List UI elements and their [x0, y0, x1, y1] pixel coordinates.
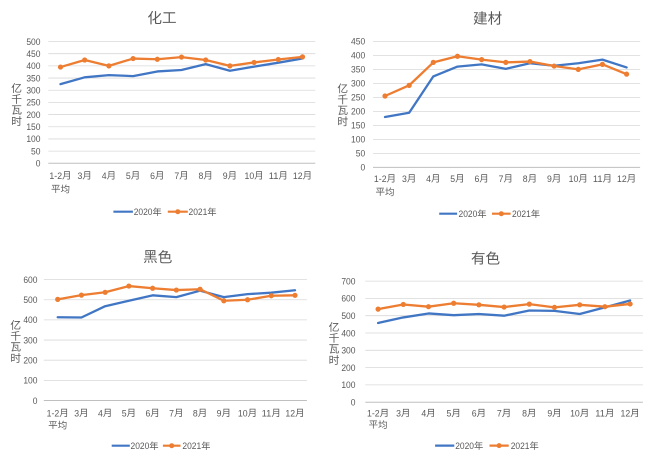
svg-text:400: 400 [351, 51, 365, 61]
svg-text:12: 12 [293, 171, 303, 182]
svg-text:5: 5 [450, 174, 455, 185]
svg-text:3: 3 [402, 174, 407, 185]
svg-text:8: 8 [199, 171, 204, 182]
svg-text:9: 9 [547, 408, 552, 419]
svg-text:600: 600 [341, 294, 355, 304]
svg-text:100: 100 [23, 376, 37, 386]
svg-text:350: 350 [351, 65, 365, 75]
svg-text:250: 250 [26, 98, 40, 108]
svg-text:2021: 2021 [189, 207, 208, 217]
svg-text:5: 5 [122, 408, 127, 419]
svg-text:300: 300 [26, 86, 40, 96]
svg-text:300: 300 [351, 79, 365, 89]
svg-text:600: 600 [23, 275, 37, 285]
svg-text:500: 500 [341, 311, 355, 321]
svg-text:7: 7 [499, 174, 504, 185]
svg-text:5: 5 [447, 408, 452, 419]
svg-text:300: 300 [23, 335, 37, 345]
svg-text:100: 100 [341, 380, 355, 390]
svg-text:9: 9 [217, 408, 222, 419]
svg-text:12: 12 [617, 174, 627, 185]
svg-text:300: 300 [341, 346, 355, 356]
svg-text:10: 10 [238, 408, 248, 419]
svg-text:10: 10 [569, 174, 579, 185]
svg-text:4: 4 [98, 408, 103, 419]
svg-text:200: 200 [341, 363, 355, 373]
svg-text:8: 8 [193, 408, 198, 419]
svg-text:1-2: 1-2 [47, 408, 60, 419]
svg-text:150: 150 [26, 122, 40, 132]
svg-text:9: 9 [547, 174, 552, 185]
svg-text:0: 0 [351, 397, 356, 407]
svg-text:0: 0 [360, 163, 365, 173]
svg-text:7: 7 [169, 408, 174, 419]
svg-text:250: 250 [351, 93, 365, 103]
svg-text:350: 350 [26, 73, 40, 83]
svg-text:150: 150 [351, 121, 365, 131]
svg-text:400: 400 [23, 315, 37, 325]
svg-text:50: 50 [356, 149, 365, 159]
svg-text:1-2: 1-2 [374, 174, 387, 185]
svg-text:2021: 2021 [512, 209, 531, 219]
svg-text:2020: 2020 [134, 207, 153, 217]
svg-text:2020: 2020 [455, 441, 474, 451]
svg-text:100: 100 [351, 135, 365, 145]
svg-text:450: 450 [26, 49, 40, 59]
svg-text:10: 10 [244, 171, 254, 182]
svg-text:11: 11 [269, 171, 279, 182]
svg-text:4: 4 [421, 408, 426, 419]
svg-text:50: 50 [31, 146, 40, 156]
svg-text:700: 700 [341, 276, 355, 286]
svg-text:400: 400 [341, 328, 355, 338]
svg-text:12: 12 [620, 408, 630, 419]
svg-text:500: 500 [26, 37, 40, 47]
svg-text:4: 4 [426, 174, 431, 185]
svg-text:2020: 2020 [131, 441, 150, 451]
svg-text:200: 200 [26, 110, 40, 120]
svg-text:0: 0 [33, 396, 38, 406]
svg-text:100: 100 [26, 134, 40, 144]
svg-text:9: 9 [223, 171, 228, 182]
svg-text:10: 10 [570, 408, 580, 419]
svg-text:3: 3 [396, 408, 401, 419]
svg-text:11: 11 [595, 408, 605, 419]
svg-text:6: 6 [472, 408, 477, 419]
svg-text:5: 5 [126, 171, 131, 182]
svg-text:1-2: 1-2 [49, 171, 62, 182]
svg-text:200: 200 [23, 355, 37, 365]
svg-text:11: 11 [593, 174, 603, 185]
svg-text:7: 7 [174, 171, 179, 182]
svg-text:6: 6 [145, 408, 150, 419]
svg-text:2021: 2021 [511, 441, 530, 451]
svg-text:4: 4 [102, 171, 107, 182]
svg-text:2020: 2020 [459, 209, 478, 219]
svg-text:200: 200 [351, 107, 365, 117]
svg-text:6: 6 [474, 174, 479, 185]
svg-text:8: 8 [523, 174, 528, 185]
svg-text:7: 7 [497, 408, 502, 419]
svg-text:6: 6 [150, 171, 155, 182]
svg-text:3: 3 [74, 408, 79, 419]
svg-text:500: 500 [23, 295, 37, 305]
svg-text:12: 12 [285, 408, 295, 419]
svg-text:11: 11 [262, 408, 272, 419]
svg-text:2021: 2021 [182, 441, 201, 451]
svg-text:8: 8 [522, 408, 527, 419]
svg-text:0: 0 [36, 159, 41, 169]
svg-text:3: 3 [78, 171, 83, 182]
svg-text:1-2: 1-2 [367, 408, 380, 419]
svg-text:450: 450 [351, 37, 365, 47]
svg-text:400: 400 [26, 61, 40, 71]
